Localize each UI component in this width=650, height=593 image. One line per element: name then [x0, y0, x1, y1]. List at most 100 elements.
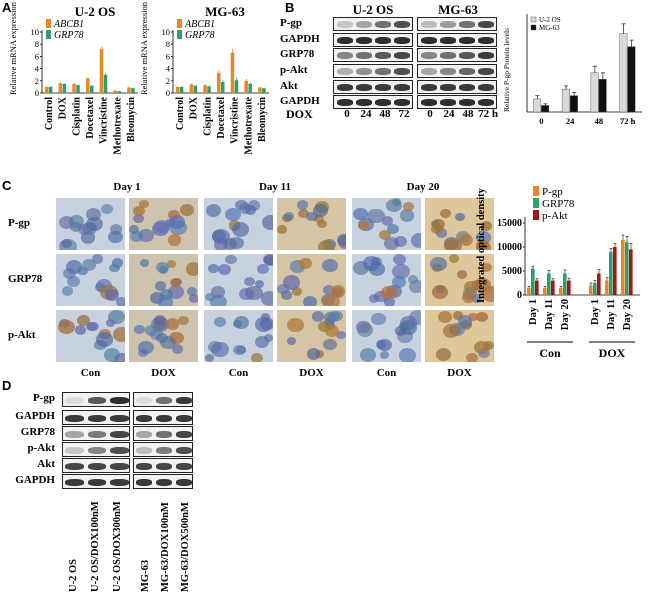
ihc-image-tile — [424, 309, 495, 363]
blot-d-band — [176, 447, 192, 454]
ihc-cell — [430, 256, 447, 271]
chart-a1-legend-swatch — [46, 30, 51, 39]
ihc-image-tile — [203, 197, 274, 251]
blot-d-band — [65, 415, 84, 422]
blot-b-band — [478, 21, 494, 28]
chart-c-bar-GRP78 — [609, 251, 613, 295]
blot-b-band — [421, 84, 437, 91]
chart-a1-legend-label: GRP78 — [54, 30, 83, 41]
blot-b-band — [356, 84, 372, 91]
chart-b: Relative P-gp Protein levels 0 24 48 72 h U-2… — [502, 14, 642, 126]
ihc-cell — [144, 325, 158, 336]
ihc-cell — [157, 295, 174, 306]
ihc-cell — [392, 254, 406, 266]
chart-c-ytick-label: 5000 — [502, 266, 522, 277]
blot-d-band — [176, 431, 192, 438]
ihc-cell — [442, 324, 460, 338]
ihc-cell — [109, 223, 123, 235]
ihc-cell — [438, 311, 453, 324]
ihc-image-tile — [276, 253, 347, 307]
ihc-cell — [408, 275, 419, 284]
blot-b-band-label: GAPDH — [280, 95, 320, 107]
blot-b-band — [394, 68, 410, 75]
ihc-cell — [133, 206, 145, 217]
blot-d-band — [136, 397, 152, 404]
ihc-cell — [260, 312, 270, 321]
blot-d-band — [176, 463, 192, 470]
ihc-cell — [299, 257, 312, 269]
ihc-cell — [399, 209, 415, 222]
chart-c-bar-P-gp — [621, 239, 625, 295]
ihc-cell — [474, 341, 490, 354]
chart-a2-legend-label: ABCB1 — [184, 19, 215, 30]
chart-a2-xtick-label: Bleomycin — [257, 97, 268, 142]
chart-a2-bar-ABCB1 — [189, 84, 194, 93]
ihc-cell — [229, 237, 244, 250]
ihc-cell — [331, 311, 343, 322]
blot-d-band-strip — [133, 442, 193, 457]
ihc-cell — [251, 352, 264, 362]
blot-d-band — [176, 397, 192, 404]
ihc-cell — [239, 287, 254, 301]
blot-d-band-strip — [62, 458, 130, 473]
chart-b-bar-U-2 OS — [533, 98, 542, 113]
chart-a1-ytick-label: 10 — [31, 27, 40, 37]
blot-d-band — [87, 479, 107, 486]
blot-d-band — [87, 463, 107, 470]
ihc-image-tile — [128, 253, 199, 307]
ihc-image-tile — [424, 197, 495, 251]
blot-b-band — [394, 37, 410, 44]
ihc-cell — [254, 280, 264, 289]
ihc-cell — [155, 261, 170, 274]
chart-a1-bar-GRP78 — [117, 91, 121, 93]
blot-b-band — [440, 52, 456, 59]
ihc-image-tile — [203, 309, 274, 363]
chart-a2-bar-GRP78 — [262, 88, 266, 93]
blot-d-band — [156, 479, 172, 486]
blot-b-band — [375, 21, 391, 28]
blot-b-band — [459, 84, 475, 91]
chart-a2-bar-ABCB1 — [258, 87, 262, 93]
ihc-col-label: Con — [80, 367, 101, 379]
ihc-col-label: DOX — [447, 367, 472, 379]
chart-a1-ytick-label: 6 — [35, 51, 39, 61]
chart-c-legend-label: p-Akt — [542, 210, 568, 222]
ihc-col-label: Con — [376, 367, 397, 379]
chart-b-legend-swatch — [530, 16, 537, 23]
ihc-cell — [61, 286, 74, 296]
blot-d-band-strip — [62, 392, 130, 407]
blot-b-band — [478, 52, 494, 59]
ihc-cell — [444, 238, 462, 250]
ihc-cell — [317, 219, 328, 228]
ihc-cell — [167, 209, 181, 221]
blot-d-band-strip — [133, 474, 193, 489]
ihc-cell — [255, 336, 269, 348]
ihc-cell — [205, 203, 222, 217]
ihc-cell — [431, 284, 449, 299]
blot-d-lane-label: U-2 OS/DOX300nM — [112, 501, 123, 592]
ihc-cell — [440, 208, 451, 218]
blot-b-band — [356, 68, 372, 75]
chart-a1-bar-GRP78 — [90, 85, 94, 93]
ihc-cell — [318, 321, 332, 333]
ihc-cell — [410, 233, 421, 248]
blot-b-cellline-1: U-2 OS — [352, 2, 394, 17]
ihc-cell — [324, 325, 339, 338]
ihc-cell — [277, 225, 288, 234]
blot-b-band — [356, 21, 372, 28]
ihc-cell — [382, 216, 394, 226]
ihc-cell — [180, 204, 194, 216]
ihc-cell — [257, 263, 270, 275]
ihc-cell — [459, 233, 474, 246]
ihc-cell — [168, 215, 185, 229]
chart-a1-xtick-label: Docetaxel — [85, 97, 96, 139]
panel-b-chart: Relative P-gp Protein levels 0 24 48 72 h U-2… — [502, 14, 642, 126]
blot-d-band — [87, 431, 107, 438]
ihc-cell — [159, 289, 173, 300]
blot-b-band-strip — [333, 33, 413, 47]
ihc-cell — [67, 276, 81, 288]
ihc-cell — [394, 236, 407, 247]
ihc-cell — [104, 347, 121, 362]
chart-a2-bar-GRP78 — [234, 80, 239, 93]
